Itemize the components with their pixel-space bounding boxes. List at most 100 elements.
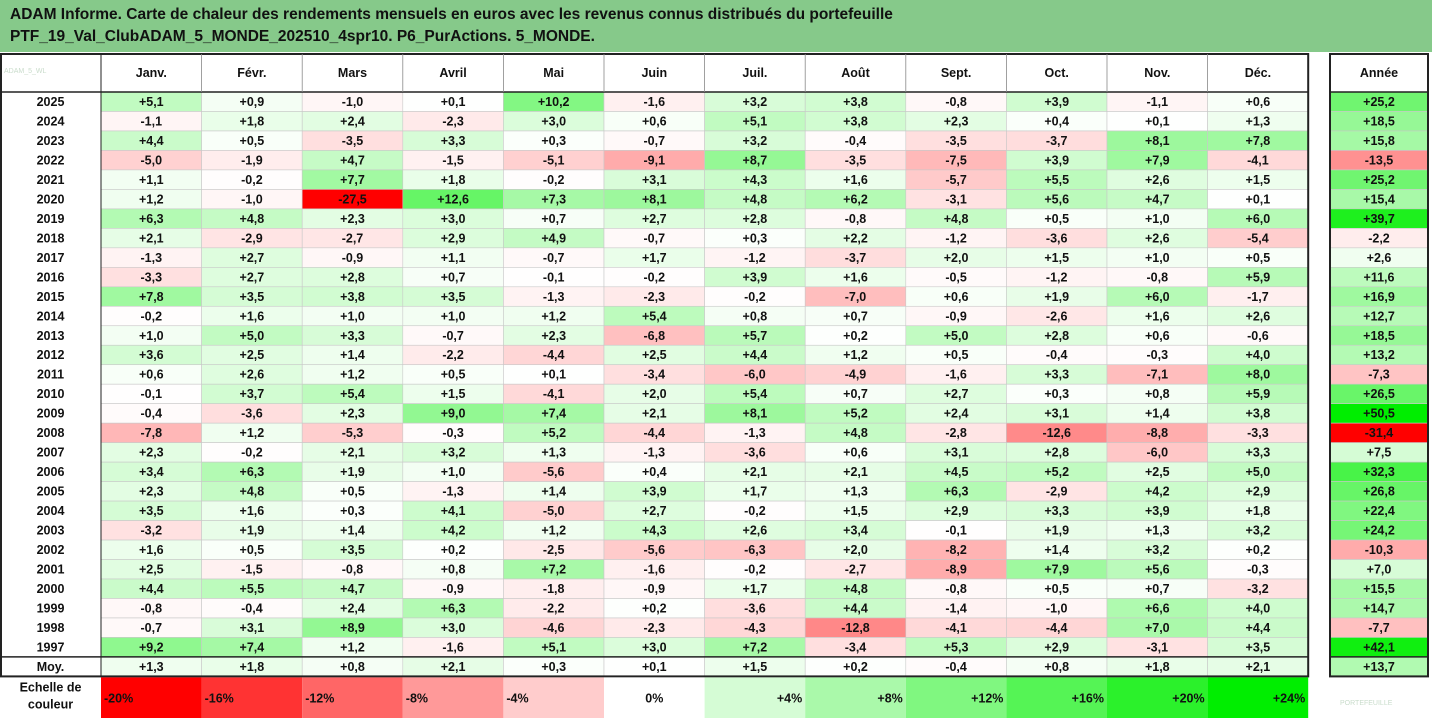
heat-cell-value: -2,3 <box>644 621 666 635</box>
heat-cell-value: +3,4 <box>843 524 868 538</box>
heat-cell-value: +0,8 <box>1044 660 1069 674</box>
heat-cell-value: +0,5 <box>1044 212 1069 226</box>
heat-cell-value: +3,0 <box>441 212 466 226</box>
heat-cell-value: +0,3 <box>743 231 768 245</box>
heat-cell-value: +0,3 <box>541 134 566 148</box>
heat-cell-value: +1,5 <box>1044 251 1069 265</box>
heat-cell-value: +1,9 <box>240 524 265 538</box>
column-header: Nov. <box>1144 66 1170 80</box>
heat-cell-value: +2,5 <box>1145 465 1170 479</box>
heat-cell-value: +0,5 <box>441 368 466 382</box>
heat-cell-value: -3,7 <box>1046 134 1068 148</box>
heat-cell-value: +1,6 <box>843 270 868 284</box>
heat-cell-value: +0,6 <box>139 368 164 382</box>
heat-cell-value: +2,7 <box>240 270 265 284</box>
heat-cell-value: -5,1 <box>543 153 565 167</box>
heat-cell-value: +1,2 <box>340 368 365 382</box>
heat-cell-value: -0,4 <box>1046 348 1068 362</box>
heat-cell-value: +5,7 <box>743 329 768 343</box>
heat-cell-value: +0,8 <box>1145 387 1170 401</box>
heat-cell-value: +6,3 <box>944 485 969 499</box>
heat-cell-value: -2,9 <box>241 231 263 245</box>
heat-cell-value: -5,4 <box>1247 231 1269 245</box>
annual-cell-value: +12,7 <box>1363 309 1395 323</box>
column-header: Août <box>841 66 870 80</box>
year-label: 2005 <box>37 485 65 499</box>
heat-cell-value: +3,1 <box>944 446 969 460</box>
heat-cell-value: -1,6 <box>644 95 666 109</box>
heat-cell-value: +1,8 <box>441 173 466 187</box>
heat-cell-value: +0,1 <box>642 660 667 674</box>
year-label: 2013 <box>37 329 65 343</box>
heat-cell-value: +2,4 <box>340 114 365 128</box>
heat-cell-value: -1,2 <box>1046 270 1068 284</box>
heat-cell-value: +2,4 <box>340 601 365 615</box>
heat-cell-value: -0,2 <box>241 446 263 460</box>
heat-cell-value: +0,5 <box>240 134 265 148</box>
scale-label: -12% <box>305 692 334 706</box>
heat-cell-value: -6,0 <box>1147 446 1169 460</box>
heat-cell-value: -0,4 <box>845 134 867 148</box>
heat-cell-value: +4,5 <box>944 465 969 479</box>
heat-cell-value: -0,3 <box>442 426 464 440</box>
heat-cell-value: +0,6 <box>1246 95 1271 109</box>
column-header: Janv. <box>136 66 167 80</box>
heat-cell-value: -3,1 <box>1147 640 1169 654</box>
scale-label: -4% <box>506 692 528 706</box>
heat-cell-value: -3,5 <box>845 153 867 167</box>
scale-label: Echelle de <box>20 680 82 694</box>
heat-cell-value: -3,7 <box>845 251 867 265</box>
heat-cell-value: +3,1 <box>240 621 265 635</box>
heat-cell-value: +1,0 <box>340 309 365 323</box>
heat-cell-value: +5,0 <box>1246 465 1271 479</box>
scale-label: +4% <box>777 692 802 706</box>
heat-cell-value: +0,1 <box>441 95 466 109</box>
heat-cell-value: +0,8 <box>340 660 365 674</box>
year-label: 2014 <box>37 309 65 323</box>
heat-cell-value: -0,9 <box>945 309 967 323</box>
heat-cell-value: -3,6 <box>241 407 263 421</box>
heat-cell-value: +3,1 <box>642 173 667 187</box>
heat-cell-value: -7,0 <box>845 290 867 304</box>
heat-cell-value: +6,3 <box>441 601 466 615</box>
year-label: 2011 <box>37 368 64 382</box>
heat-cell-value: +4,8 <box>743 192 768 206</box>
heat-cell-value: +4,8 <box>944 212 969 226</box>
heat-cell-value: +1,3 <box>843 485 868 499</box>
heat-cell-value: +0,1 <box>541 368 566 382</box>
year-label: 2012 <box>37 348 65 362</box>
heat-cell-value: -2,5 <box>543 543 565 557</box>
heat-cell-value: -2,2 <box>442 348 464 362</box>
heat-cell-value: -6,8 <box>644 329 666 343</box>
heat-cell-value: +3,0 <box>642 640 667 654</box>
heat-cell-value: +1,3 <box>1246 114 1271 128</box>
heat-cell-value: +1,4 <box>340 524 365 538</box>
scale-label: -16% <box>205 692 234 706</box>
heat-cell-value: -3,2 <box>141 524 163 538</box>
heat-cell-value: +0,7 <box>541 212 566 226</box>
year-label: 2023 <box>37 134 65 148</box>
heat-cell-value: +0,1 <box>1145 114 1170 128</box>
heat-cell-value: -4,9 <box>845 368 867 382</box>
scale-swatch <box>805 677 906 718</box>
heat-cell-value: +1,2 <box>541 309 566 323</box>
heat-cell-value: +0,7 <box>1145 582 1170 596</box>
heat-cell-value: +4,2 <box>1145 485 1170 499</box>
heat-cell-value: +3,5 <box>441 290 466 304</box>
heat-cell-value: +0,2 <box>642 601 667 615</box>
heat-cell-value: +1,8 <box>240 660 265 674</box>
heat-cell-value: +3,2 <box>441 446 466 460</box>
heat-cell-value: +2,6 <box>1246 309 1271 323</box>
heat-cell-value: +5,0 <box>240 329 265 343</box>
heat-cell-value: +1,0 <box>441 309 466 323</box>
heat-cell-value: +1,8 <box>1145 660 1170 674</box>
heat-cell-value: +6,3 <box>139 212 164 226</box>
heat-cell-value: +2,9 <box>1044 640 1069 654</box>
heat-cell-value: -0,9 <box>442 582 464 596</box>
heat-cell-value: -2,7 <box>845 563 867 577</box>
annual-cell-value: +25,2 <box>1363 95 1395 109</box>
scale-label: +20% <box>1172 692 1204 706</box>
column-header: Juil. <box>742 66 767 80</box>
heat-cell-value: -0,9 <box>342 251 364 265</box>
heat-cell-value: -5,0 <box>543 504 565 518</box>
